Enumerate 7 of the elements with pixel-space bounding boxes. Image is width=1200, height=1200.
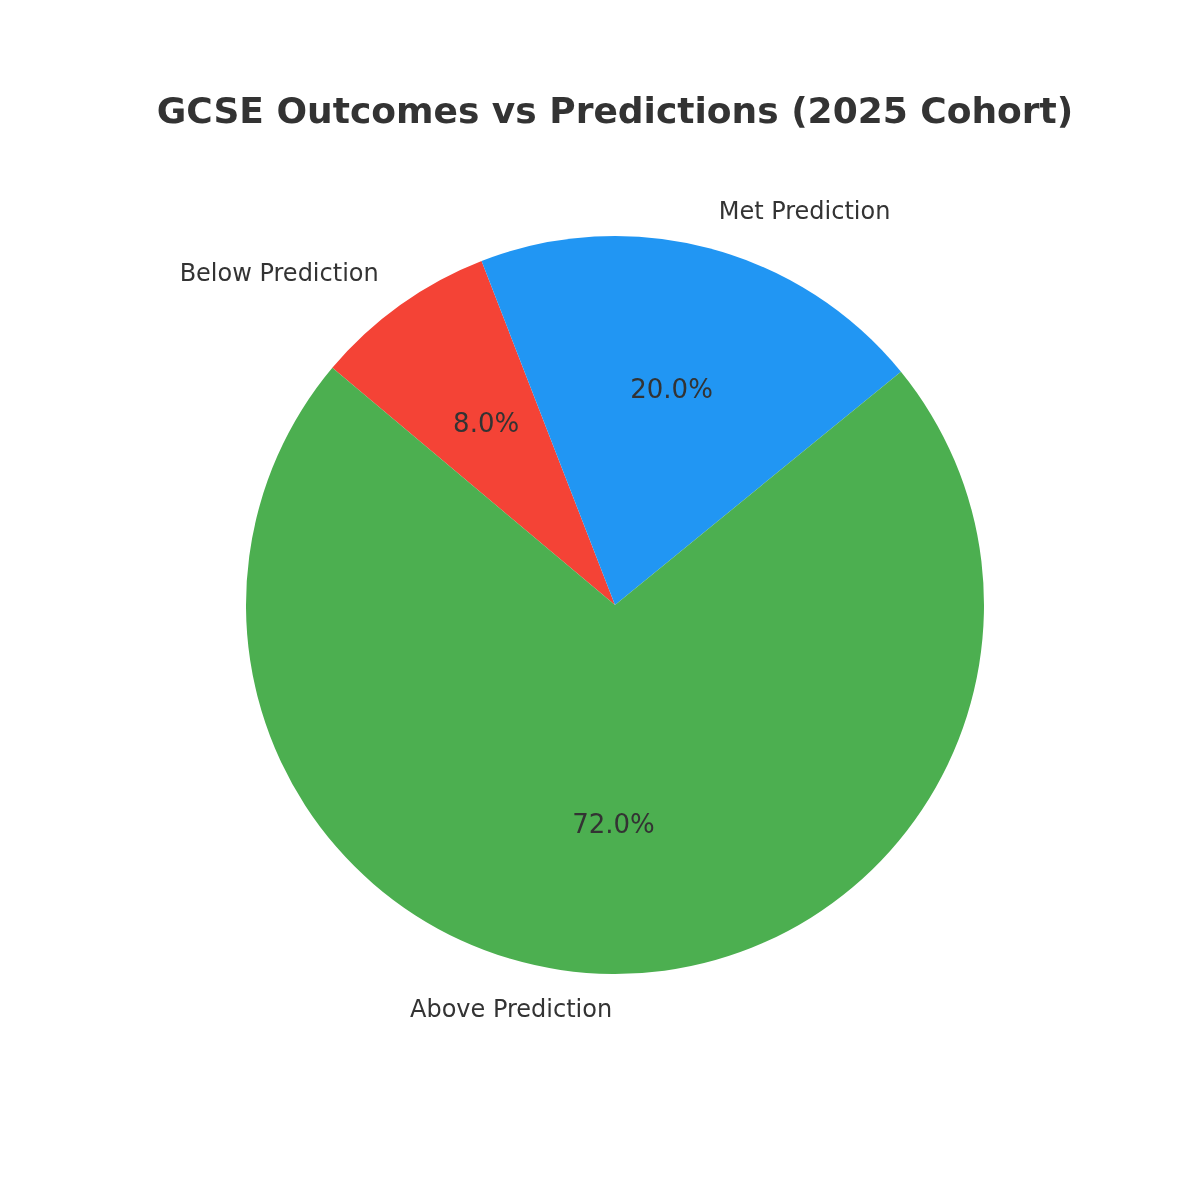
slice-label: Below Prediction bbox=[179, 259, 379, 288]
slice-label: Met Prediction bbox=[718, 196, 891, 225]
chart-title: GCSE Outcomes vs Predictions (2025 Cohort) bbox=[156, 90, 1074, 132]
data-label: 20.0% bbox=[630, 373, 713, 404]
data-label: 72.0% bbox=[572, 809, 655, 840]
data-label: 8.0% bbox=[453, 407, 520, 438]
slice-label: Above Prediction bbox=[409, 995, 613, 1024]
